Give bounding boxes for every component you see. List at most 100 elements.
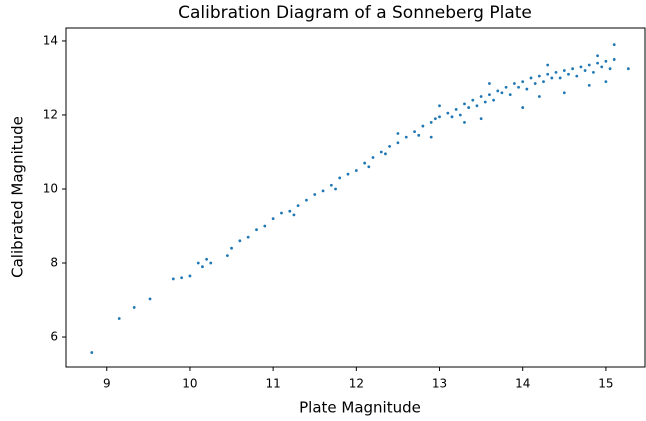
point	[587, 83, 591, 87]
point	[117, 317, 121, 320]
point	[246, 235, 250, 239]
point	[471, 98, 475, 102]
point	[334, 187, 337, 191]
x-tick-label: 11	[266, 377, 281, 391]
point	[496, 89, 500, 93]
point	[255, 228, 258, 232]
y-tick-label: 6	[50, 330, 58, 344]
point	[596, 61, 599, 65]
x-tick-label: 12	[349, 377, 364, 391]
point	[562, 69, 566, 72]
point	[429, 120, 433, 124]
point	[132, 306, 136, 309]
point	[546, 72, 550, 76]
point	[579, 65, 583, 69]
point	[379, 150, 383, 154]
y-axis-label: Calibrated Magnitude	[9, 116, 27, 278]
x-tick-label: 14	[515, 377, 530, 391]
point	[463, 102, 466, 106]
point	[479, 117, 483, 121]
point	[525, 87, 529, 91]
point	[367, 165, 371, 169]
point	[388, 145, 392, 148]
point	[517, 85, 520, 89]
y-tick-label: 10	[43, 181, 58, 195]
point	[413, 130, 416, 134]
point	[338, 176, 342, 180]
point	[463, 120, 466, 124]
point	[604, 59, 608, 63]
point	[238, 239, 242, 243]
point	[562, 91, 566, 95]
y-tick-label: 8	[50, 256, 58, 270]
point	[567, 72, 570, 76]
point	[354, 169, 358, 172]
point	[209, 261, 213, 265]
point	[305, 198, 308, 202]
point	[188, 274, 192, 278]
point	[492, 98, 495, 102]
point	[558, 76, 562, 80]
point	[205, 257, 208, 261]
point	[329, 183, 333, 187]
point	[417, 133, 421, 137]
x-axis-label: Plate Magnitude	[299, 399, 421, 417]
point	[529, 76, 533, 80]
chart-title: Calibration Diagram of a Sonneberg Plate	[178, 3, 532, 23]
point	[554, 71, 558, 74]
point	[438, 104, 441, 108]
point	[475, 104, 479, 108]
point	[450, 115, 454, 119]
point	[550, 76, 554, 80]
point	[454, 108, 458, 111]
point	[396, 141, 400, 145]
point	[321, 189, 325, 193]
point	[546, 63, 550, 67]
x-tick-label: 10	[182, 377, 197, 391]
x-tick-label: 13	[432, 377, 447, 391]
point	[458, 113, 462, 117]
point	[483, 100, 487, 104]
point	[201, 265, 204, 269]
point	[446, 111, 450, 115]
point	[371, 156, 375, 159]
point	[288, 209, 292, 213]
point	[196, 261, 200, 265]
point	[587, 63, 591, 67]
point	[438, 115, 441, 119]
point	[504, 85, 508, 89]
point	[626, 67, 630, 71]
point	[404, 135, 408, 139]
point	[429, 135, 433, 139]
point	[171, 277, 175, 281]
y-tick-label: 14	[43, 33, 58, 47]
point	[537, 95, 541, 98]
point	[296, 204, 300, 208]
point	[604, 80, 608, 84]
point	[542, 80, 545, 84]
point	[488, 82, 491, 85]
axes-frame	[65, 27, 646, 368]
point	[479, 95, 483, 98]
point	[571, 67, 575, 71]
plot-area	[90, 43, 630, 354]
point	[346, 172, 350, 176]
point	[148, 297, 152, 301]
point	[467, 106, 471, 109]
point	[537, 74, 541, 78]
point	[583, 69, 587, 72]
point	[596, 54, 599, 58]
point	[433, 117, 437, 121]
point	[384, 152, 387, 156]
point	[508, 93, 512, 97]
point	[608, 67, 612, 71]
point	[230, 246, 233, 250]
point	[521, 80, 525, 84]
point	[612, 58, 616, 61]
point	[592, 71, 595, 74]
point	[421, 124, 425, 128]
x-tick-label: 15	[598, 377, 613, 391]
y-tick-label: 12	[43, 107, 58, 121]
point	[396, 132, 400, 135]
